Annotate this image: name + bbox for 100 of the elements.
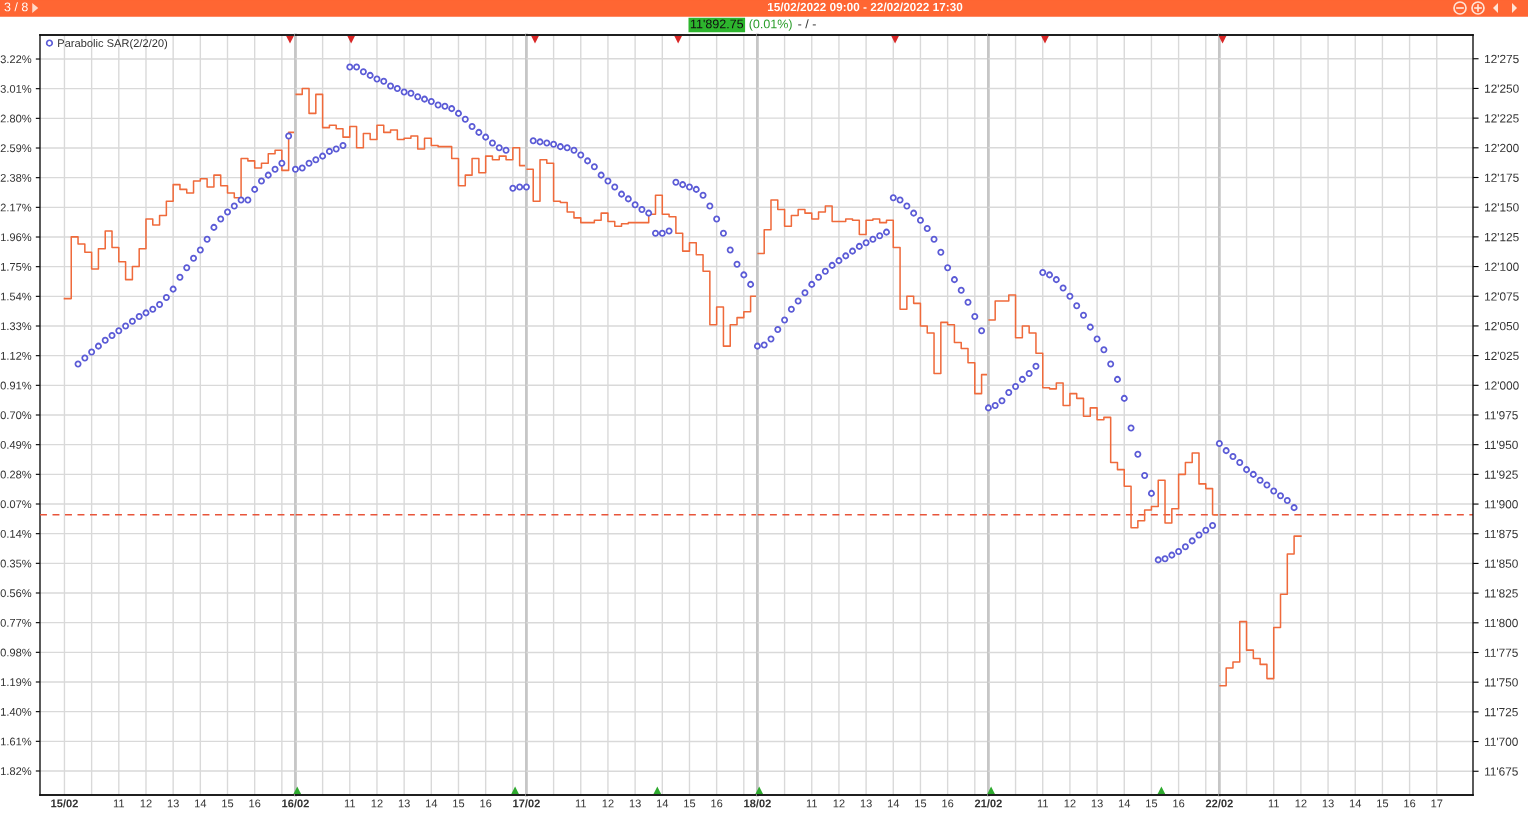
point (631, 201, 639, 209)
point (950, 276, 958, 284)
x-tick-label: 12 (1064, 799, 1076, 808)
point (353, 63, 361, 71)
point (1041, 35, 1049, 44)
y-tick-label: 1.61% (1, 737, 32, 746)
point (978, 327, 986, 335)
y2-tick-label: 11'800 (1485, 618, 1518, 628)
y2-tick-label: 11'850 (1485, 559, 1518, 568)
x-tick-label: 15 (453, 799, 465, 808)
point (359, 68, 367, 76)
point (366, 71, 374, 79)
y2-tick-label: 12'125 (1485, 232, 1519, 242)
point (740, 271, 748, 279)
y-tick-label: 1.12% (1, 351, 32, 360)
point (74, 360, 82, 368)
point (1059, 284, 1067, 292)
point (108, 331, 116, 339)
point (987, 786, 995, 795)
chart-subtitle: 11'892.75 (0.01%) - / - (690, 19, 816, 31)
point (441, 102, 449, 110)
y2-tick-label: 11'950 (1485, 440, 1518, 450)
point (563, 144, 571, 152)
point (1270, 487, 1278, 495)
point (203, 235, 211, 243)
y-tick-label: 3.22% (0, 55, 32, 64)
y-tick-label: 1.82% (1, 767, 32, 776)
y2-tick-label: 11'775 (1485, 648, 1518, 657)
x-tick-label: 13 (1091, 799, 1103, 808)
y-tick-label: 2.80% (0, 114, 32, 123)
point (1229, 453, 1237, 461)
point (801, 289, 809, 297)
x-tick-label: 13 (1322, 799, 1334, 808)
point (1218, 35, 1227, 44)
x-tick-label: 11 (344, 799, 356, 808)
x-tick-label: 11 (806, 799, 817, 808)
point (903, 202, 911, 210)
point (142, 309, 150, 317)
point (1209, 521, 1217, 529)
point (1188, 537, 1196, 545)
x-tick-label: 15 (915, 799, 927, 808)
point (257, 177, 265, 185)
y-tick-label: 0.14% (0, 529, 32, 538)
point (706, 202, 714, 210)
point (1086, 323, 1094, 331)
point (651, 229, 660, 237)
point (271, 165, 279, 173)
y-tick-label: 1.40% (1, 707, 32, 716)
x-tick-label: 16 (711, 799, 723, 808)
point (760, 341, 768, 349)
point (190, 254, 198, 262)
point (1195, 531, 1203, 539)
y-tick-label: 1.96% (1, 233, 32, 242)
x-tick-label: 12 (602, 799, 614, 808)
point (1134, 450, 1142, 458)
point (509, 184, 517, 192)
point (674, 35, 682, 44)
y2-tick-label: 12'075 (1485, 292, 1519, 301)
point (957, 286, 965, 294)
y2-tick-label: 12'250 (1485, 84, 1519, 93)
point (755, 786, 764, 795)
point (346, 63, 354, 71)
y-tick-label: 1.54% (1, 292, 32, 301)
point (862, 239, 870, 247)
point (536, 138, 544, 146)
point (876, 232, 884, 240)
x-tick-label: 14 (425, 799, 438, 808)
point (815, 273, 823, 281)
point (1073, 302, 1081, 310)
point (611, 183, 619, 191)
point (556, 143, 564, 151)
point (217, 215, 225, 223)
point (930, 235, 938, 243)
x-tick-label: 11 (1268, 799, 1279, 808)
point (230, 202, 238, 210)
x-tick-label: 16 (480, 799, 492, 808)
point (421, 95, 429, 103)
point (1113, 375, 1121, 383)
y-tick-label: 3.01% (0, 84, 32, 93)
point (347, 35, 355, 44)
point (237, 196, 245, 204)
x-tick-label: 14 (1349, 799, 1362, 808)
x-tick-label: 13 (860, 799, 872, 808)
x-tick-label: 21/02 (974, 799, 1002, 808)
point (293, 786, 302, 795)
point (1052, 276, 1060, 284)
point (781, 316, 789, 324)
point (964, 298, 972, 306)
point (522, 183, 530, 191)
point (842, 252, 850, 260)
y-tick-label: 2.59% (0, 144, 32, 153)
point (434, 101, 442, 109)
point (653, 786, 662, 795)
y-tick-label: 0.35% (0, 559, 32, 568)
point (984, 404, 992, 412)
point (312, 156, 320, 164)
point (821, 267, 829, 275)
point (896, 196, 904, 204)
point (713, 215, 721, 223)
x-tick-label: 14 (887, 799, 900, 808)
